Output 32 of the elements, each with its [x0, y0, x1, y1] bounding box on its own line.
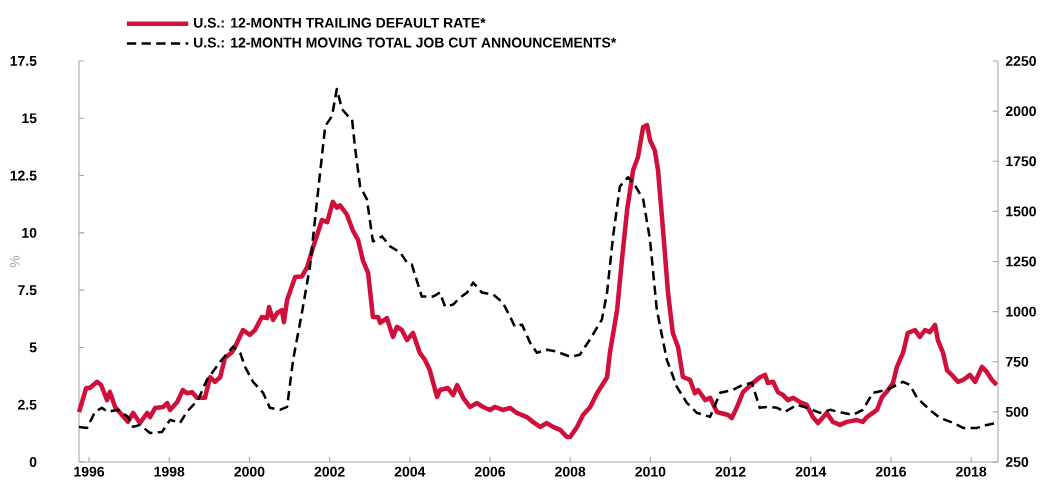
- x-tick-label: 1996: [74, 466, 105, 477]
- x-tick-label: 2016: [875, 466, 907, 477]
- x-tick-label: 2002: [314, 466, 345, 477]
- x-tick-label: 2000: [234, 466, 265, 477]
- y-tick-label: 12.5: [10, 170, 37, 181]
- legend-label: U.S.: 12-MONTH TRAILING DEFAULT RATE*: [194, 17, 486, 28]
- y2-tick-label: 1500: [1006, 206, 1036, 217]
- y2-tick-label: 250: [1005, 457, 1029, 467]
- y-tick-label: 0: [29, 457, 37, 467]
- x-tick-label: 2004: [394, 466, 426, 477]
- y2-tick-label: 750: [1005, 356, 1029, 367]
- y-tick-label: 2.5: [17, 399, 37, 410]
- x-tick-label: 2008: [555, 466, 586, 477]
- y2-tick-label: 2250: [1005, 56, 1036, 66]
- y-tick-label: 17.5: [10, 56, 37, 66]
- x-tick-label: 1998: [154, 466, 185, 477]
- y2-tick-label: 1250: [1006, 256, 1036, 267]
- y-tick-label: 5: [29, 342, 37, 353]
- x-tick-label: 2010: [635, 466, 666, 477]
- y2-tick-label: 1000: [1006, 306, 1036, 317]
- y-tick-label: 15: [22, 113, 37, 124]
- x-tick-label: 2014: [795, 466, 827, 477]
- y-tick-label: 7.5: [18, 285, 37, 296]
- x-tick-label: 2018: [956, 466, 987, 477]
- x-tick-label: 2006: [474, 466, 506, 477]
- y-tick-label: 10: [22, 227, 37, 238]
- legend-label: U.S.: 12-MONTH MOVING TOTAL JOB CUT ANNOUNCEMENTS*: [194, 37, 617, 48]
- y2-tick-label: 2000: [1005, 106, 1036, 117]
- x-tick-label: 2012: [715, 466, 746, 477]
- y-axis-title: %: [9, 255, 20, 268]
- y2-tick-label: 500: [1005, 406, 1029, 417]
- y2-tick-label: 1750: [1006, 156, 1036, 167]
